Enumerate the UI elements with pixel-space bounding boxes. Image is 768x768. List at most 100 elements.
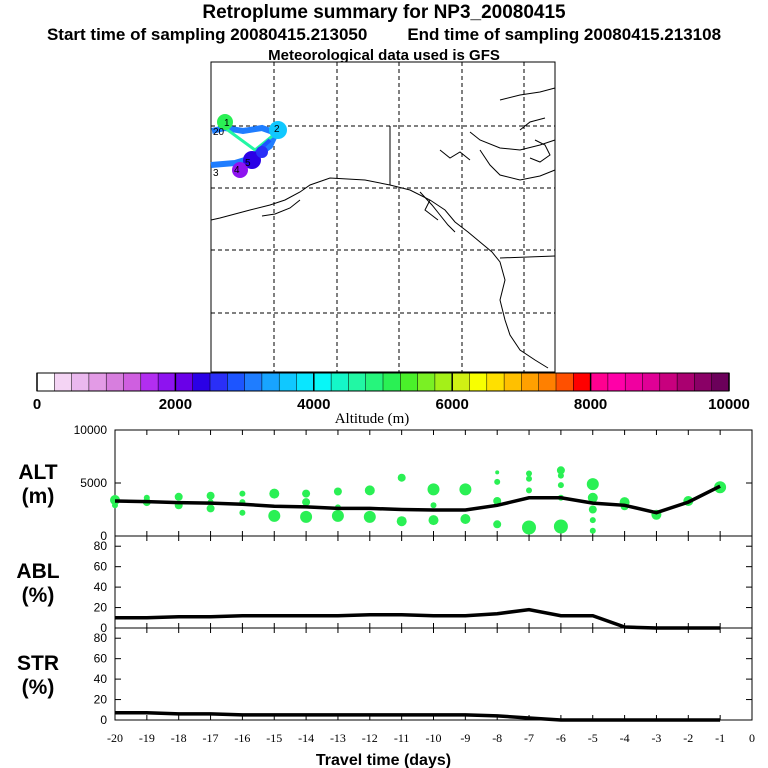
colorbar-swatch	[521, 372, 540, 392]
colorbar-swatch	[486, 372, 505, 392]
colorbar-tick-label: 10000	[708, 396, 750, 413]
colorbar-swatch	[71, 372, 90, 392]
scatter-point	[493, 497, 502, 505]
scatter-point	[239, 490, 246, 497]
plume-label: 1	[224, 118, 230, 129]
panel-abl: 0 20 40 60 80 ABL(%)	[16, 535, 753, 635]
colorbar-swatch	[348, 372, 367, 392]
scatter-point	[239, 509, 246, 516]
scatter-point	[460, 514, 471, 524]
colorbar-swatch	[400, 372, 419, 392]
x-tick-label: -19	[139, 731, 155, 745]
scatter-point	[396, 516, 407, 527]
sampling-end: End time of sampling 20080415.213108	[407, 25, 722, 44]
colorbar-tick-label: 8000	[574, 396, 607, 413]
y-tick-label: 60	[94, 652, 108, 666]
x-tick-label: -7	[524, 731, 534, 745]
colorbar-swatch	[313, 372, 332, 392]
colorbar-swatch	[36, 372, 55, 392]
scatter-point	[430, 502, 437, 509]
colorbar-swatch	[88, 372, 107, 392]
map-panel: 120 2 3 45	[210, 61, 556, 373]
y-tick-label: 80	[94, 631, 108, 645]
y-tick-label: 5000	[80, 476, 107, 490]
colorbar-swatch	[676, 372, 695, 392]
colorbar-swatch	[659, 372, 678, 392]
y-tick-label: 20	[94, 693, 108, 707]
x-tick-label: -4	[620, 731, 630, 745]
x-tick-label: -15	[266, 731, 282, 745]
scatter-point	[495, 470, 500, 475]
x-tick-label: -6	[556, 731, 566, 745]
plume-marker	[232, 162, 248, 178]
scatter-point	[143, 494, 150, 501]
y-axis-label: ABL	[16, 560, 59, 583]
x-tick-label: -13	[330, 731, 346, 745]
scatter-point	[206, 504, 215, 513]
colorbar-swatch	[590, 372, 609, 392]
scatter-point	[526, 470, 532, 477]
y-tick-label: 0	[100, 529, 107, 543]
colorbar-swatch	[296, 372, 315, 392]
colorbar-swatch	[192, 372, 211, 392]
colorbar-swatch	[278, 372, 298, 392]
plume-track-mid	[224, 126, 277, 152]
colorbar-tick-label: 6000	[436, 396, 469, 413]
x-axis-label: Travel time (days)	[316, 752, 451, 768]
x-tick-label: -3	[651, 731, 661, 745]
scatter-point	[206, 491, 215, 500]
x-tick-label: -5	[588, 731, 598, 745]
x-tick-label: -11	[394, 731, 410, 745]
y-axis-label: (%)	[22, 584, 55, 607]
colorbar-swatch	[624, 372, 644, 392]
scatter-point	[397, 473, 406, 482]
plume-label: 4	[234, 165, 240, 176]
colorbar: 0 2000 4000 6000 8000 10000 Altitude (m)	[33, 372, 750, 427]
colorbar-title: Altitude (m)	[335, 411, 410, 427]
y-tick-label: 80	[94, 539, 108, 553]
y-tick-label: 60	[94, 560, 108, 574]
map-gridlines	[211, 62, 555, 372]
met-data-note: Meteorological data used is GFS	[268, 47, 500, 64]
colorbar-swatch	[330, 372, 349, 392]
x-tick-label: -16	[234, 731, 250, 745]
plume-label: 2	[274, 124, 280, 135]
colorbar-swatch	[123, 372, 142, 392]
colorbar-tick-label: 4000	[297, 396, 330, 413]
colorbar-swatch	[538, 372, 557, 392]
sampling-times: Start time of sampling 20080415.213050 En…	[0, 25, 768, 45]
y-axis-label: ALT	[18, 461, 57, 484]
colorbar-swatch	[105, 372, 125, 392]
colorbar-swatch	[209, 372, 228, 392]
colorbar-swatch	[261, 372, 280, 392]
x-tick-label: -12	[362, 731, 378, 745]
colorbar-swatch	[157, 372, 176, 392]
x-tick-label: -2	[683, 731, 693, 745]
series-line-str	[115, 711, 721, 722]
scatter-point	[364, 485, 375, 496]
x-tick-label: -10	[426, 731, 442, 745]
plume-label: 20	[213, 127, 225, 138]
colorbar-swatch	[451, 372, 471, 392]
scatter-point	[363, 510, 376, 523]
colorbar-swatch	[711, 372, 730, 392]
y-axis-label: (m)	[22, 485, 55, 508]
scatter-point	[493, 520, 502, 529]
sampling-start: Start time of sampling 20080415.213050	[46, 25, 368, 44]
x-tick-label: 0	[749, 731, 755, 745]
x-tick-label: -1	[715, 731, 725, 745]
scatter-point	[112, 502, 118, 509]
map-frame	[210, 61, 556, 373]
scatter-point	[331, 509, 344, 522]
scatter-point	[586, 478, 599, 491]
plume-marker	[217, 114, 233, 130]
scatter-point	[333, 487, 342, 496]
panel-frame	[114, 627, 753, 721]
y-tick-label: 10000	[74, 423, 108, 437]
plume-marker	[243, 151, 261, 169]
colorbar-swatch	[244, 372, 263, 392]
scatter-point	[557, 482, 564, 489]
y-axis-label: STR	[17, 652, 59, 675]
colorbar-swatch	[503, 372, 522, 392]
